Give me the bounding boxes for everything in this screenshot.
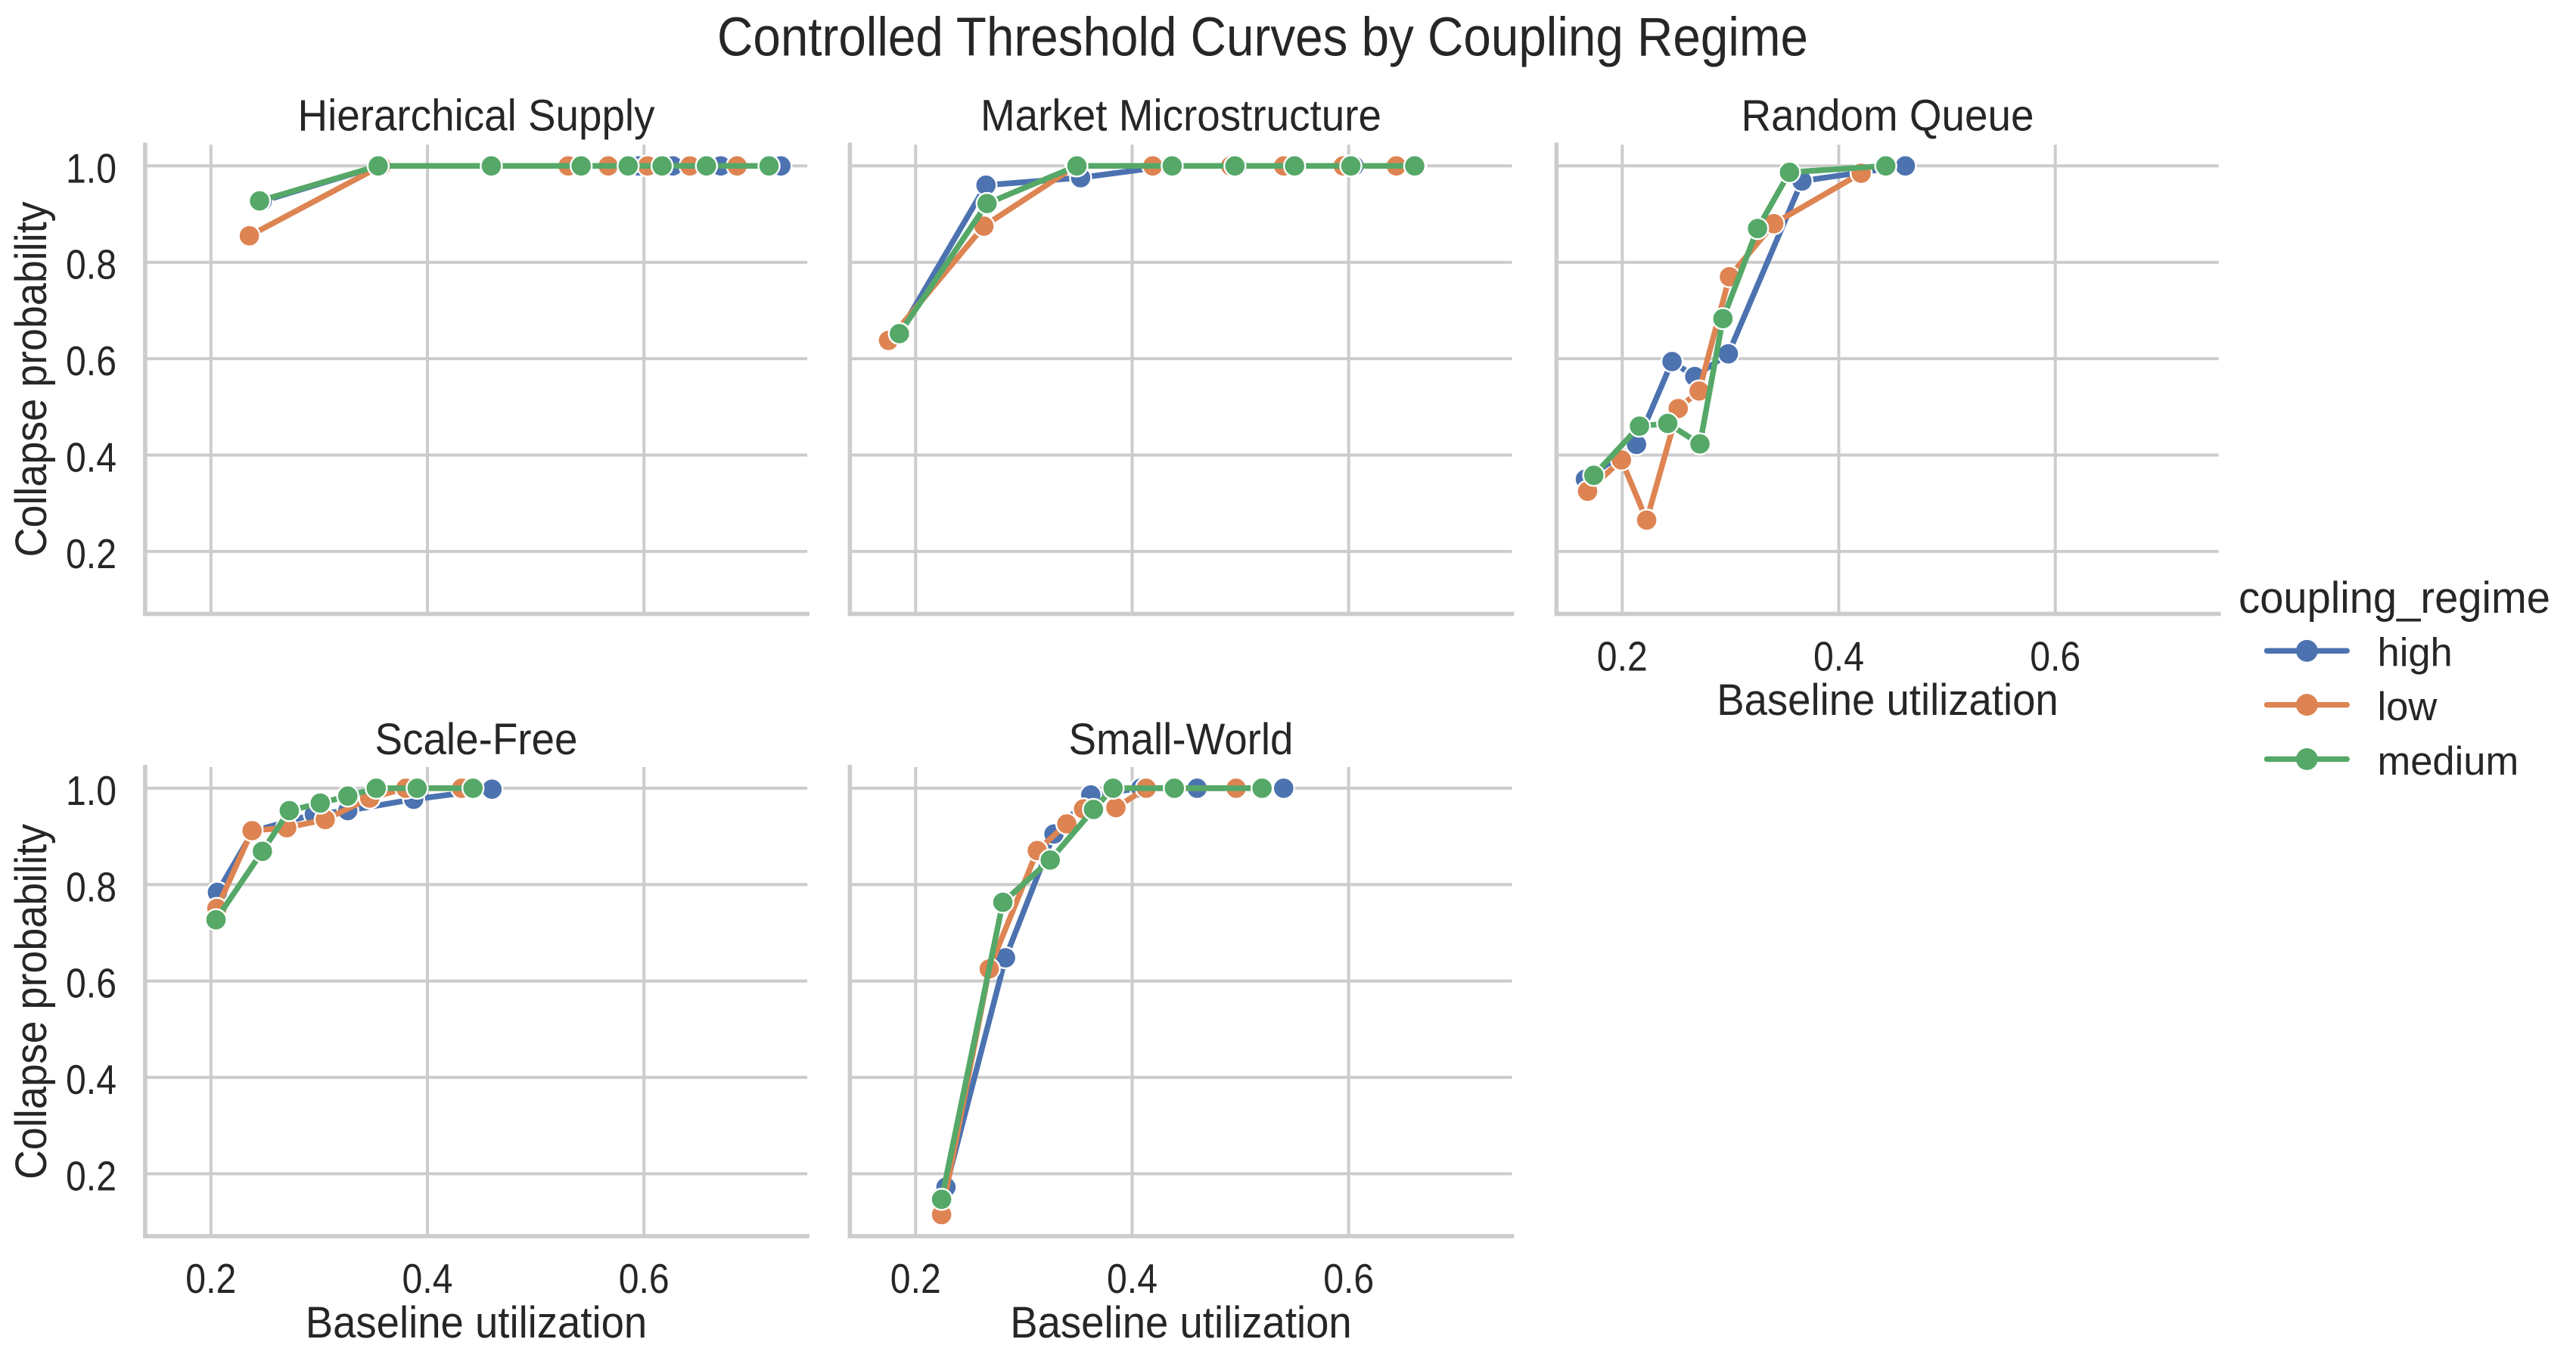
svg-text:0.4: 0.4 xyxy=(66,434,117,481)
svg-text:Baseline utilization: Baseline utilization xyxy=(306,1298,648,1347)
svg-text:Hierarchical Supply: Hierarchical Supply xyxy=(298,92,655,141)
svg-text:0.6: 0.6 xyxy=(1323,1255,1374,1302)
svg-text:low: low xyxy=(2378,685,2438,729)
svg-text:Collapse probability: Collapse probability xyxy=(7,201,56,558)
svg-text:0.4: 0.4 xyxy=(1813,632,1864,679)
svg-text:0.2: 0.2 xyxy=(890,1255,941,1302)
svg-text:0.6: 0.6 xyxy=(66,960,117,1007)
svg-text:Controlled Threshold Curves by: Controlled Threshold Curves by Coupling … xyxy=(717,8,1808,68)
svg-text:Scale-Free: Scale-Free xyxy=(375,715,578,764)
svg-text:Baseline utilization: Baseline utilization xyxy=(1717,676,2059,725)
svg-text:Random Queue: Random Queue xyxy=(1742,92,2034,141)
svg-text:Collapse probability: Collapse probability xyxy=(7,823,56,1179)
svg-text:0.6: 0.6 xyxy=(2030,632,2080,679)
svg-text:coupling_regime: coupling_regime xyxy=(2239,573,2550,623)
svg-text:0.6: 0.6 xyxy=(619,1255,670,1302)
svg-text:0.8: 0.8 xyxy=(66,863,117,910)
svg-text:0.4: 0.4 xyxy=(66,1056,117,1103)
svg-text:0.2: 0.2 xyxy=(185,1255,236,1302)
svg-text:0.2: 0.2 xyxy=(1597,632,1648,679)
svg-text:medium: medium xyxy=(2378,739,2519,784)
svg-text:Baseline utilization: Baseline utilization xyxy=(1010,1298,1352,1347)
svg-text:Market Microstructure: Market Microstructure xyxy=(980,92,1381,141)
svg-text:0.4: 0.4 xyxy=(1107,1255,1157,1302)
svg-text:0.2: 0.2 xyxy=(66,1153,117,1200)
svg-text:0.4: 0.4 xyxy=(402,1255,453,1302)
svg-text:0.8: 0.8 xyxy=(66,241,117,288)
svg-text:0.6: 0.6 xyxy=(66,337,117,384)
svg-text:0.2: 0.2 xyxy=(66,530,117,577)
svg-text:Small-World: Small-World xyxy=(1069,715,1294,764)
svg-text:1.0: 1.0 xyxy=(66,767,117,814)
svg-text:high: high xyxy=(2378,631,2453,676)
svg-text:1.0: 1.0 xyxy=(66,144,117,191)
